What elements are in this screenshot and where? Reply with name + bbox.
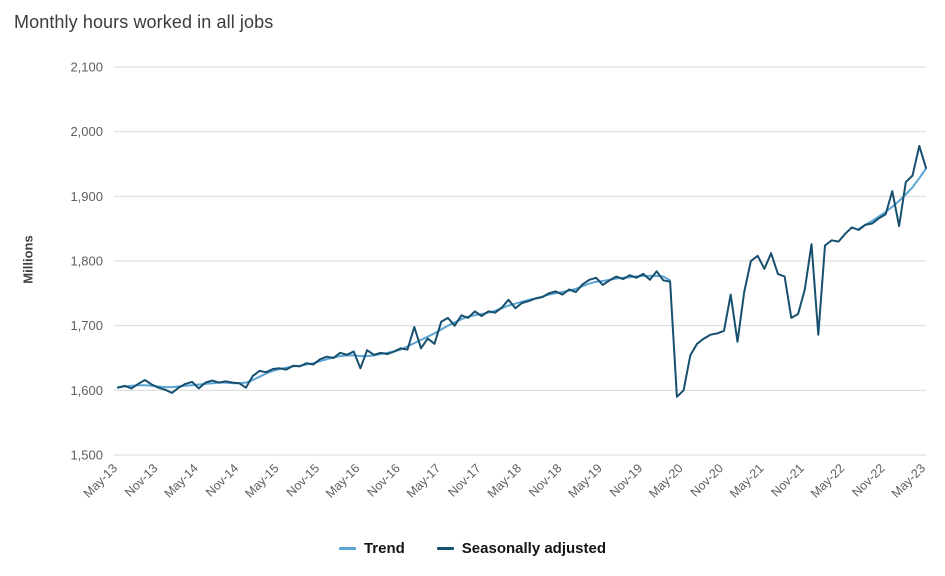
x-axis-tick-label: May-20: [646, 461, 685, 500]
legend-item-trend[interactable]: Trend: [338, 540, 405, 557]
line-chart: 1,500 1,600 1,700 1,800 1,900 2,000 2,100 May-1…: [70, 60, 928, 501]
x-axis-tick-label: Nov-17: [445, 461, 483, 499]
x-axis-tick-label: May-19: [566, 461, 605, 500]
x-axis-tick-label: May-13: [81, 461, 120, 500]
seasonally-adjusted-line: [117, 144, 927, 398]
y-axis-tick-label: 2,100: [70, 60, 103, 75]
x-axis-tick-label: Nov-18: [526, 461, 564, 499]
x-axis-tick-label: Nov-15: [284, 461, 322, 499]
x-axis-tick-label: Nov-19: [607, 461, 645, 499]
x-axis-tick-label: Nov-13: [122, 461, 160, 499]
y-axis-tick-label: 1,500: [70, 448, 103, 463]
x-axis-tick-label: Nov-20: [688, 461, 726, 499]
x-axis-tick-label: May-18: [485, 461, 524, 500]
legend-label-trend: Trend: [363, 540, 405, 557]
x-axis-tick-label: May-21: [727, 461, 766, 500]
chart-legend: Trend Seasonally adjusted: [0, 540, 945, 557]
x-axis-tick-label: May-17: [404, 461, 443, 500]
legend-item-seasonally-adjusted[interactable]: Seasonally adjusted: [436, 540, 607, 557]
legend-label-seasonally-adjusted: Seasonally adjusted: [461, 540, 607, 557]
y-axis-tick-label: 2,000: [70, 124, 103, 139]
seasonally-adjusted-line-swatch: [436, 547, 454, 550]
y-axis-title: Millions: [20, 235, 36, 284]
trend-line-swatch: [338, 547, 356, 550]
y-axis-tick-label: 1,700: [70, 318, 103, 333]
y-axis-tick-label: 1,600: [70, 383, 103, 398]
x-axis-tick-label: May-16: [323, 461, 362, 500]
y-axis-tick-label: 1,800: [70, 254, 103, 269]
x-axis-tick-label: May-14: [162, 461, 201, 500]
chart-title: Monthly hours worked in all jobs: [14, 12, 274, 32]
x-axis-tick-label: May-23: [889, 461, 928, 500]
x-axis-tick-label: May-22: [808, 461, 847, 500]
x-axis-tick-label: Nov-21: [769, 461, 807, 499]
y-axis-tick-label: 1,900: [70, 189, 103, 204]
x-axis-tick-label: Nov-14: [203, 461, 241, 499]
trend-line: [117, 167, 927, 389]
x-axis-tick-label: Nov-22: [849, 461, 887, 499]
x-axis-tick-label: May-15: [242, 461, 281, 500]
x-axis-tick-label: Nov-16: [365, 461, 403, 499]
